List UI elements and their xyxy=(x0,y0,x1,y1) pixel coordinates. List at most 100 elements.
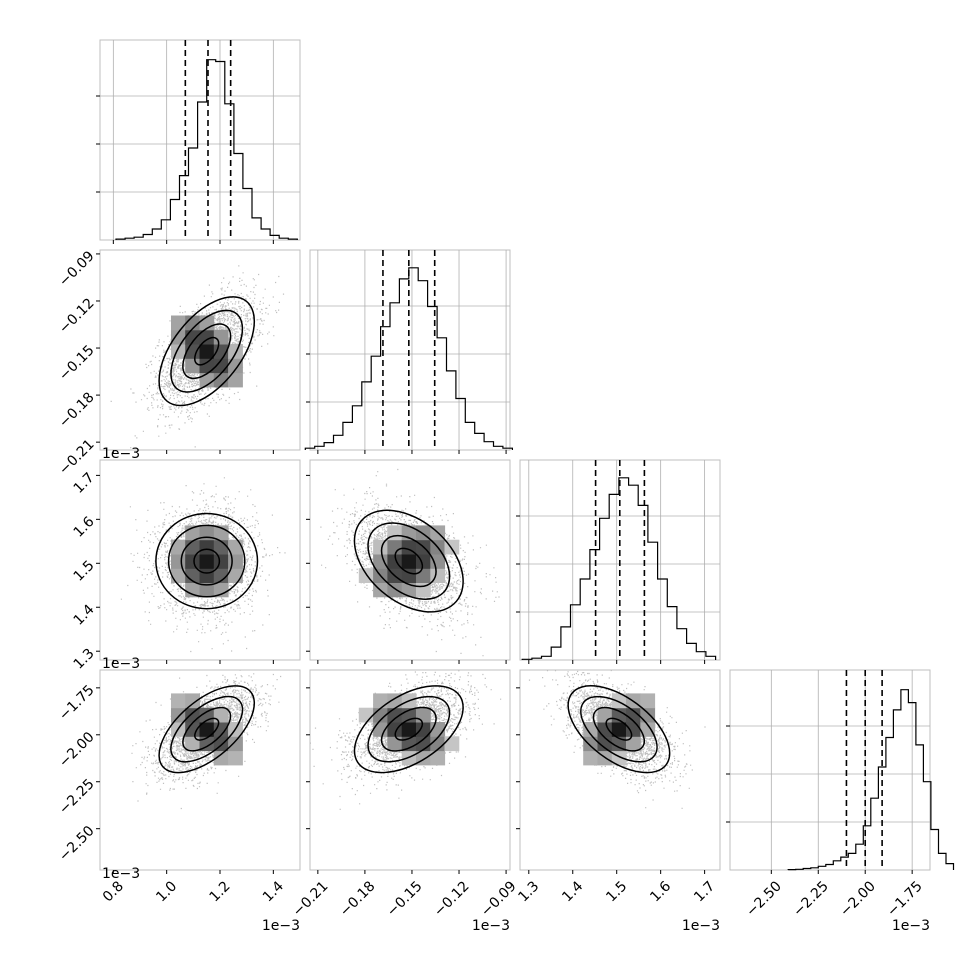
density-cell xyxy=(199,722,215,737)
density-cell xyxy=(199,539,215,555)
density-cell xyxy=(185,568,200,583)
contour-level-4 xyxy=(353,509,464,613)
density-cell xyxy=(213,750,229,766)
x-offset-label: 1e−3 xyxy=(472,918,510,934)
panel-frame xyxy=(309,669,511,871)
density-cell xyxy=(185,722,200,737)
scatter-points xyxy=(110,265,285,449)
density-cell xyxy=(626,736,641,752)
y-tick-label: −0.21 xyxy=(56,437,98,479)
density-cell xyxy=(228,372,243,388)
density-cell xyxy=(387,736,403,752)
panel-frame xyxy=(99,39,301,241)
scatter-points xyxy=(131,670,282,810)
x-offset-label: 1e−3 xyxy=(682,918,720,934)
contour-level-3 xyxy=(367,522,451,600)
panel-frame xyxy=(99,249,301,451)
histogram-panel-0 xyxy=(96,39,301,244)
contour-level-1 xyxy=(194,336,220,366)
density-cell xyxy=(171,693,186,709)
contour-level-1 xyxy=(394,717,424,741)
histogram-step-line xyxy=(787,689,955,871)
y-tick-label: −2.00 xyxy=(56,729,98,771)
density-cell xyxy=(387,539,403,555)
y-tick-label: −1.75 xyxy=(56,682,98,724)
contour-level-2 xyxy=(180,536,233,586)
panel-content xyxy=(528,670,706,809)
density-cell xyxy=(430,736,446,752)
density-cell xyxy=(199,329,215,345)
density-cell xyxy=(401,554,417,569)
contour-level-3 xyxy=(170,695,244,763)
x-tick-label: −2.25 xyxy=(790,878,832,920)
density-cell xyxy=(387,722,403,737)
contour-level-1 xyxy=(394,547,424,575)
panel-content xyxy=(320,468,500,657)
scatter-panel-2-1 xyxy=(306,459,511,664)
density-cell xyxy=(228,554,243,569)
panel-content xyxy=(110,265,285,449)
density-cell xyxy=(373,554,388,569)
panel-frame xyxy=(309,249,511,451)
y-tick-label: 1.6 xyxy=(71,514,98,541)
density-cell xyxy=(228,344,243,359)
x-tick-label: −1.75 xyxy=(884,878,926,920)
panel-content xyxy=(131,670,282,810)
y-tick-label: 1.5 xyxy=(71,558,98,585)
x-tick-label: −0.15 xyxy=(384,878,426,920)
contour-level-2 xyxy=(592,706,646,752)
contour-level-3 xyxy=(367,695,451,763)
scatter-panel-3-2 xyxy=(516,669,721,874)
y-offset-label: 1e−3 xyxy=(102,656,140,672)
y-tick-label: 1.3 xyxy=(71,646,98,673)
contour-level-1 xyxy=(605,717,633,741)
contour-level-3 xyxy=(170,309,244,393)
contour-level-2 xyxy=(380,706,437,752)
y-tick-label: 1.4 xyxy=(71,602,98,629)
contour-level-2 xyxy=(380,534,437,588)
density-cell xyxy=(640,707,656,723)
panel-content xyxy=(120,477,286,653)
density-cell xyxy=(213,707,229,723)
x-tick-label: 1.3 xyxy=(515,878,542,905)
density-cell xyxy=(228,750,243,766)
y-tick-label: −0.09 xyxy=(56,248,98,290)
histogram-step-line xyxy=(521,477,717,660)
density-cell xyxy=(358,707,374,723)
x-tick-label: −0.09 xyxy=(478,878,520,920)
x-tick-label: −2.50 xyxy=(743,878,785,920)
contour-level-3 xyxy=(167,524,246,598)
x-tick-label: 1.5 xyxy=(603,878,630,905)
contour-level-1 xyxy=(193,548,221,574)
density-cell xyxy=(199,582,215,598)
panel-content xyxy=(310,670,502,810)
density-cell xyxy=(185,707,200,723)
contour-level-4 xyxy=(353,685,464,774)
histogram-panel-3 xyxy=(726,669,955,874)
density-cell xyxy=(597,736,613,752)
x-tick-label: −0.18 xyxy=(337,878,379,920)
density-cell xyxy=(401,722,417,737)
y-tick-label: −0.18 xyxy=(56,389,98,431)
contour-level-2 xyxy=(182,323,232,380)
density-cell xyxy=(171,707,186,723)
x-tick-label: 1.2 xyxy=(207,878,234,905)
density-cell xyxy=(185,736,200,752)
density-cell xyxy=(171,554,186,569)
x-tick-label: 1.7 xyxy=(691,878,718,905)
x-offset-label: 1e−3 xyxy=(892,918,930,934)
density-cell xyxy=(228,358,243,374)
density-cell xyxy=(199,358,215,374)
density-cell xyxy=(373,539,388,555)
density-cell xyxy=(416,707,431,723)
density-cell xyxy=(199,568,215,583)
y-tick-label: −2.25 xyxy=(56,776,98,818)
contour-level-4 xyxy=(158,685,256,774)
density-cell xyxy=(583,736,598,752)
x-tick-label: −2.00 xyxy=(837,878,879,920)
density-cell xyxy=(213,554,229,569)
density-cell xyxy=(199,525,215,541)
density-cell xyxy=(213,329,229,345)
contour-level-2 xyxy=(182,706,232,752)
density-cell xyxy=(430,554,446,569)
